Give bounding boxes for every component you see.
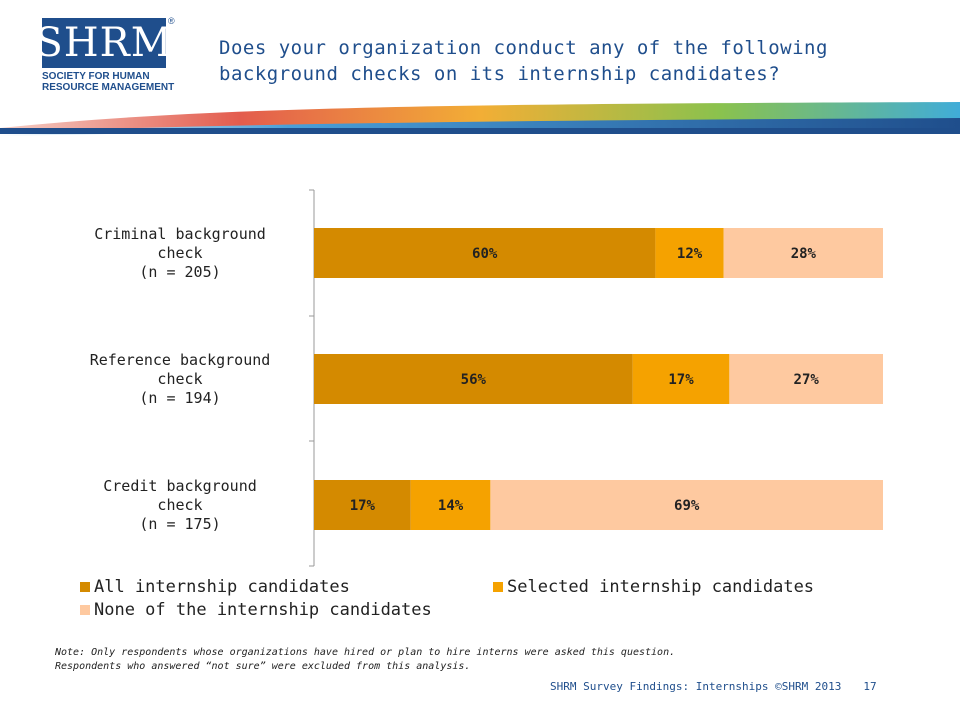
data-label-credit-3: 69% (674, 498, 700, 514)
footnote-line2: Respondents who answered “not sure” were… (55, 661, 471, 672)
data-label-criminal-3: 28% (791, 246, 817, 262)
footnote-line1: Note: Only respondents whose organizatio… (55, 647, 676, 658)
category-label-line: Reference background (89, 351, 271, 369)
bar-segment-criminal-3 (723, 228, 883, 278)
logo-subtitle: SOCIETY FOR HUMAN RESOURCE MANAGEMENT (42, 71, 177, 93)
logo-registered-mark: ® (168, 16, 175, 26)
bar-segment-credit-3 (490, 480, 883, 530)
legend-item-selected: Selected internship candidates (493, 577, 814, 597)
bar-segment-reference-2 (632, 354, 730, 404)
data-label-criminal-1: 60% (472, 246, 498, 262)
legend-label-selected: Selected internship candidates (507, 577, 815, 597)
legend-swatch-none (80, 605, 90, 615)
slide-title-line2: background checks on its internship cand… (219, 63, 781, 85)
data-label-reference-3: 27% (794, 372, 820, 388)
page-number: 17 (863, 680, 877, 693)
slide-title: Does your organization conduct any of th… (219, 35, 919, 87)
legend-label-none: None of the internship candidates (94, 600, 432, 620)
category-label-credit: Credit background check (n = 175) (60, 477, 300, 534)
bar-segment-reference-3 (729, 354, 883, 404)
shrm-logo: SHRM ® SOCIETY FOR HUMAN RESOURCE MANAGE… (35, 16, 175, 98)
category-label-line: check (157, 370, 203, 388)
legend-swatch-all (80, 582, 90, 592)
bar-segment-credit-1 (314, 480, 411, 530)
category-label-line: Credit background (103, 477, 257, 495)
legend-swatch-selected (493, 582, 503, 592)
slide-title-line1: Does your organization conduct any of th… (219, 37, 828, 59)
legend-label-all: All internship candidates (94, 577, 350, 597)
bar-segment-criminal-1 (314, 228, 656, 278)
footnote: Note: Only respondents whose organizatio… (55, 646, 875, 674)
data-label-criminal-2: 12% (677, 246, 703, 262)
category-label-criminal: Criminal background check (n = 205) (60, 225, 300, 282)
category-label-line: (n = 194) (139, 389, 221, 407)
logo-mark: SHRM (35, 18, 173, 68)
legend-item-none: None of the internship candidates (80, 600, 432, 620)
data-label-credit-2: 14% (438, 498, 464, 514)
category-label-line: (n = 175) (139, 515, 221, 533)
data-label-reference-2: 17% (668, 372, 694, 388)
category-label-line: check (157, 244, 203, 262)
data-label-reference-1: 56% (461, 372, 487, 388)
header-swoosh-band (0, 102, 960, 136)
category-label-line: (n = 205) (139, 263, 221, 281)
footer-text: SHRM Survey Findings: Internships ©SHRM … (550, 680, 842, 693)
category-label-line: Criminal background (94, 225, 266, 243)
bar-segment-criminal-2 (655, 228, 724, 278)
category-label-reference: Reference background check (n = 194) (60, 351, 300, 408)
category-label-line: check (157, 496, 203, 514)
logo-subtitle-line1: SOCIETY FOR HUMAN (42, 71, 150, 82)
data-label-credit-1: 17% (350, 498, 376, 514)
bar-segment-credit-2 (410, 480, 491, 530)
legend-item-all: All internship candidates (80, 577, 350, 597)
slide-footer: SHRM Survey Findings: Internships ©SHRM … (550, 680, 877, 693)
logo-subtitle-line2: RESOURCE MANAGEMENT (42, 82, 175, 93)
bar-segment-reference-1 (314, 354, 633, 404)
